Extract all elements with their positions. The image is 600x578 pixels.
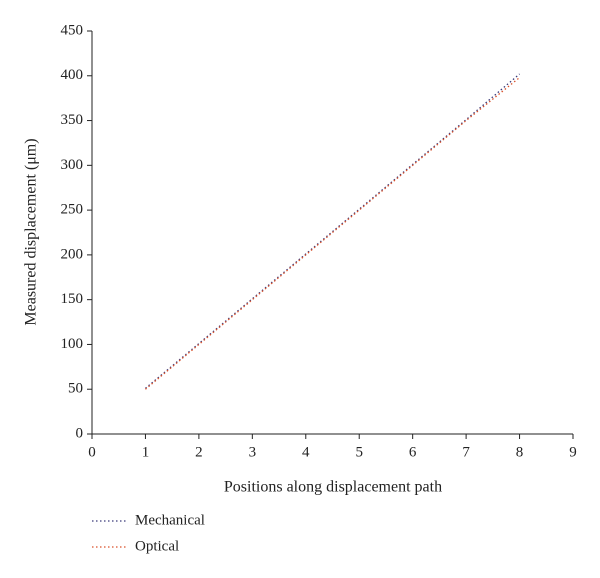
y-tick-label: 450 <box>61 22 84 38</box>
x-tick-label: 4 <box>302 444 310 460</box>
y-axis-label: Measured displacement (μm) <box>23 138 40 325</box>
x-tick-label: 8 <box>516 444 524 460</box>
x-tick-label: 3 <box>249 444 257 460</box>
x-tick-label: 1 <box>142 444 150 460</box>
y-tick-label: 250 <box>61 202 84 218</box>
series-line <box>145 77 520 390</box>
x-tick-label: 5 <box>355 444 363 460</box>
y-tick-label: 300 <box>61 157 84 173</box>
series-line <box>145 73 520 389</box>
y-tick-label: 400 <box>61 67 84 83</box>
y-tick-label: 350 <box>61 112 84 128</box>
y-tick-label: 50 <box>68 381 83 397</box>
x-tick-label: 6 <box>409 444 417 460</box>
x-tick-label: 2 <box>195 444 203 460</box>
y-tick-label: 150 <box>61 291 84 307</box>
x-tick-label: 9 <box>569 444 577 460</box>
legend-label: Optical <box>135 538 179 554</box>
x-tick-label: 0 <box>88 444 96 460</box>
x-tick-label: 7 <box>462 444 470 460</box>
y-tick-label: 0 <box>76 425 84 441</box>
legend-label: Mechanical <box>135 512 205 528</box>
y-tick-label: 200 <box>61 246 84 262</box>
y-tick-label: 100 <box>61 336 84 352</box>
x-axis-label: Positions along displacement path <box>224 479 442 496</box>
